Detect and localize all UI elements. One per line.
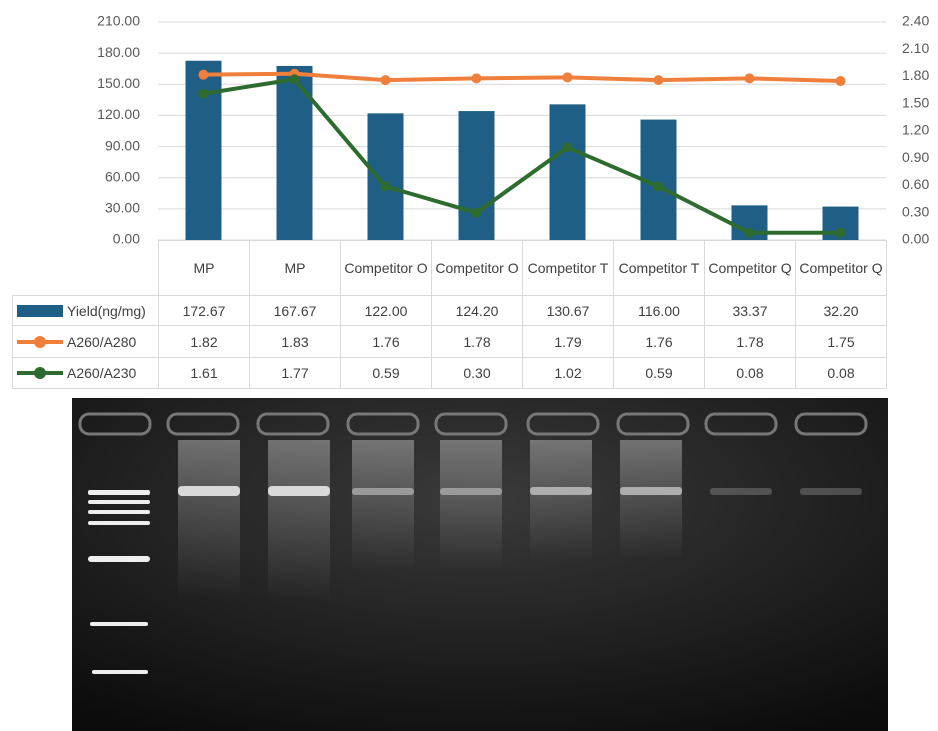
table-cell: 116.00 (613, 295, 705, 326)
table-cell: 1.83 (249, 325, 341, 358)
table-cell: 1.78 (431, 325, 523, 358)
category-cell: MP (158, 240, 250, 296)
table-cell: 0.59 (613, 357, 705, 389)
legend-cell: Yield(ng/mg) (12, 295, 159, 326)
table-cell: 1.76 (340, 325, 432, 358)
category-cell: MP (249, 240, 341, 296)
bar (458, 111, 495, 240)
bar (367, 113, 404, 240)
table-cell: 122.00 (340, 295, 432, 326)
legend-swatch (17, 304, 63, 317)
point (471, 207, 482, 218)
table-cell: 124.20 (431, 295, 523, 326)
legend-dot (34, 335, 46, 348)
legend-key (17, 367, 65, 379)
table-cell: 1.75 (795, 325, 887, 358)
legend-label: A260/A280 (67, 333, 137, 350)
point (653, 75, 664, 86)
category-cell: Competitor Q (795, 240, 887, 296)
y2-tick-label: 0.60 (902, 176, 929, 192)
point (380, 75, 391, 86)
category-cell: Competitor T (522, 240, 614, 296)
point (653, 181, 664, 192)
category-cell: Competitor O (431, 240, 523, 296)
point (289, 74, 300, 85)
table-cell: 0.08 (704, 357, 796, 389)
y-tick-label: 180.00 (97, 44, 140, 60)
point (744, 73, 755, 84)
table-cell: 1.77 (249, 357, 341, 389)
line (203, 77, 841, 235)
table-cell: 0.08 (795, 357, 887, 389)
point (562, 72, 573, 83)
y2-tick-label: 0.00 (902, 231, 929, 247)
table-cell: 1.02 (522, 357, 614, 389)
y-tick-label: 90.00 (105, 137, 140, 153)
legend-key (17, 304, 65, 317)
table-cell: 1.82 (158, 325, 250, 358)
legend-label: Yield(ng/mg) (67, 302, 146, 319)
category-cell: Competitor O (340, 240, 432, 296)
table-cell: 1.61 (158, 357, 250, 389)
legend-cell: A260/A280 (12, 325, 159, 358)
table-cell: 130.67 (522, 295, 614, 326)
table-cell: 0.59 (340, 357, 432, 389)
y2-tick-label: 2.40 (902, 13, 929, 29)
point (471, 73, 482, 84)
y2-tick-label: 0.90 (902, 149, 929, 165)
table-cell: 1.76 (613, 325, 705, 358)
point (744, 227, 755, 238)
y2-tick-label: 1.20 (902, 122, 929, 138)
point (380, 181, 391, 192)
y-tick-label: 150.00 (97, 75, 140, 91)
point (198, 88, 209, 99)
bar (549, 104, 586, 240)
point (835, 76, 846, 87)
legend-key (17, 335, 65, 348)
y-tick-label: 0.00 (113, 231, 140, 247)
y-tick-label: 60.00 (105, 168, 140, 184)
table-cell: 172.67 (158, 295, 250, 326)
category-cell: Competitor Q (704, 240, 796, 296)
legend-dot (34, 367, 46, 379)
y2-tick-label: 2.10 (902, 40, 929, 56)
table-cell: 1.78 (704, 325, 796, 358)
point (835, 227, 846, 238)
table-cell: 1.79 (522, 325, 614, 358)
category-cell: Competitor T (613, 240, 705, 296)
table-cell: 0.30 (431, 357, 523, 389)
y-tick-label: 30.00 (105, 200, 140, 216)
table-cell: 33.37 (704, 295, 796, 326)
bar (185, 60, 222, 241)
y2-tick-label: 0.30 (902, 203, 929, 219)
table-cell: 32.20 (795, 295, 887, 326)
point (562, 142, 573, 153)
gel-image (72, 398, 888, 731)
legend-cell: A260/A230 (12, 357, 159, 389)
y2-tick-label: 1.50 (902, 94, 929, 110)
legend-label: A260/A230 (67, 365, 137, 381)
y2-tick-label: 1.80 (902, 67, 929, 83)
point (198, 69, 209, 80)
table-cell: 167.67 (249, 295, 341, 326)
y-tick-label: 210.00 (97, 13, 140, 29)
line (203, 71, 841, 84)
y-tick-label: 120.00 (97, 106, 140, 122)
